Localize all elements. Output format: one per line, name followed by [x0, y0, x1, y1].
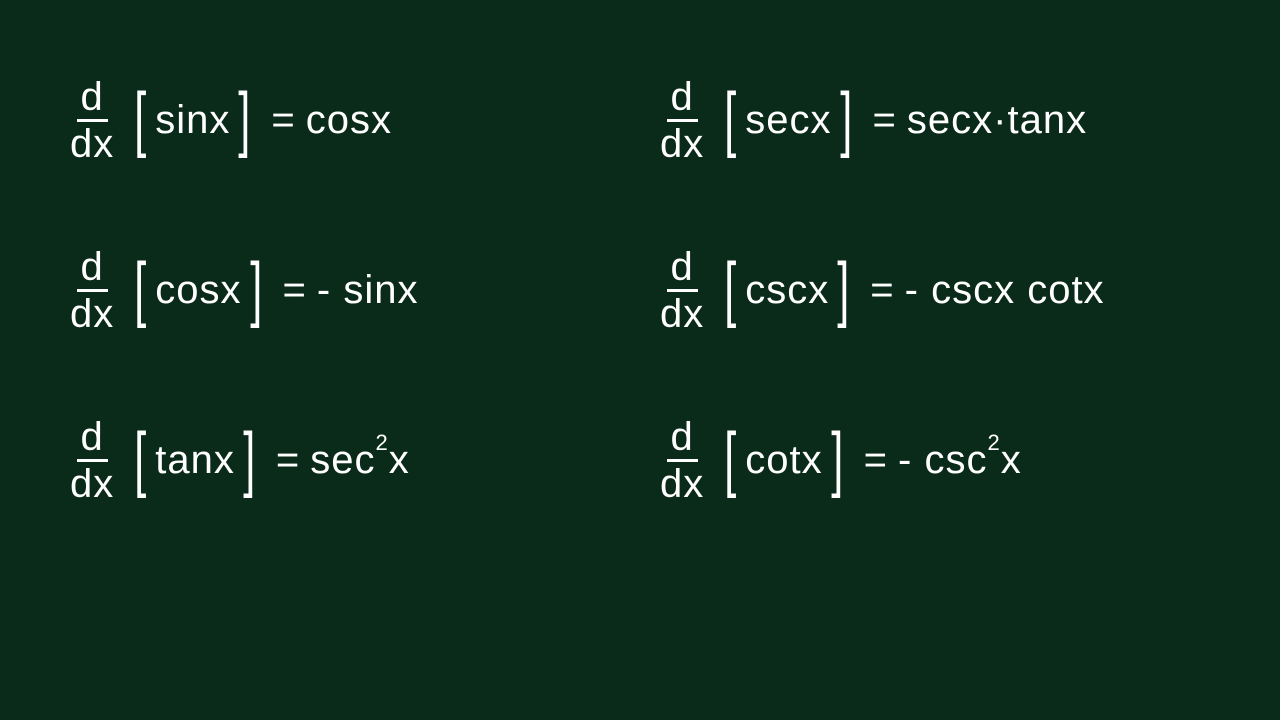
result-prefix: - [898, 438, 924, 482]
left-bracket: [ [134, 261, 147, 319]
right-bracket: ] [831, 431, 844, 489]
result-prefix: - [317, 268, 343, 312]
func-cot: cotx [741, 438, 826, 483]
deriv-num: d [77, 247, 108, 292]
deriv-den: dx [70, 292, 114, 334]
bracket-group: [ cscx ] [720, 261, 854, 319]
deriv-num: d [667, 417, 698, 462]
formula-sec: d dx [ secx ] = secx·tanx [660, 77, 1210, 164]
deriv-operator: d dx [70, 77, 114, 164]
deriv-num: d [667, 247, 698, 292]
result-base: sinx [343, 268, 418, 312]
equals-sign: = [870, 268, 894, 313]
result-sec: secx·tanx [907, 98, 1087, 143]
func-cos: cosx [151, 268, 245, 313]
result-suffix: cotx [1015, 268, 1104, 312]
equals-sign: = [271, 98, 295, 143]
right-bracket: ] [837, 261, 850, 319]
result-base: secx [907, 98, 993, 142]
left-bracket: [ [134, 431, 147, 489]
result-cot: - csc2x [898, 438, 1022, 483]
result-base: cosx [306, 98, 392, 142]
bracket-group: [ cosx ] [130, 261, 266, 319]
formula-tan: d dx [ tanx ] = sec2x [70, 417, 620, 504]
bracket-group: [ tanx ] [130, 431, 260, 489]
right-bracket: ] [250, 261, 263, 319]
equals-sign: = [283, 268, 307, 313]
equals-sign: = [864, 438, 888, 483]
right-bracket: ] [239, 91, 252, 149]
bracket-group: [ sinx ] [130, 91, 255, 149]
func-sec: secx [741, 98, 835, 143]
equals-sign: = [873, 98, 897, 143]
deriv-den: dx [660, 462, 704, 504]
deriv-den: dx [70, 462, 114, 504]
right-bracket: ] [840, 91, 853, 149]
result-tan: sec2x [310, 438, 410, 483]
deriv-operator: d dx [660, 77, 704, 164]
formula-cot: d dx [ cotx ] = - csc2x [660, 417, 1210, 504]
equals-sign: = [276, 438, 300, 483]
deriv-operator: d dx [70, 417, 114, 504]
deriv-operator: d dx [660, 247, 704, 334]
result-suffix: ·tanx [993, 98, 1087, 142]
deriv-num: d [77, 417, 108, 462]
result-suffix: x [1001, 438, 1022, 482]
deriv-operator: d dx [660, 417, 704, 504]
deriv-den: dx [660, 122, 704, 164]
deriv-den: dx [70, 122, 114, 164]
bracket-group: [ secx ] [720, 91, 856, 149]
result-base: sec [310, 438, 375, 482]
right-bracket: ] [243, 431, 256, 489]
result-sin: cosx [306, 98, 392, 143]
formula-sin: d dx [ sinx ] = cosx [70, 77, 620, 164]
deriv-num: d [667, 77, 698, 122]
deriv-den: dx [660, 292, 704, 334]
left-bracket: [ [724, 261, 737, 319]
left-bracket: [ [134, 91, 147, 149]
result-cos: - sinx [317, 268, 419, 313]
result-csc: - cscx cotx [905, 268, 1105, 313]
bracket-group: [ cotx ] [720, 431, 847, 489]
result-sup: 2 [987, 430, 1000, 455]
result-base: csc [924, 438, 987, 482]
left-bracket: [ [724, 431, 737, 489]
formula-cos: d dx [ cosx ] = - sinx [70, 247, 620, 334]
deriv-operator: d dx [70, 247, 114, 334]
func-sin: sinx [151, 98, 234, 143]
formula-csc: d dx [ cscx ] = - cscx cotx [660, 247, 1210, 334]
func-csc: cscx [741, 268, 833, 313]
chalkboard: d dx [ sinx ] = cosx d dx [ secx ] = sec… [0, 0, 1280, 720]
result-base: cscx [931, 268, 1015, 312]
func-tan: tanx [151, 438, 239, 483]
result-suffix: x [389, 438, 410, 482]
left-bracket: [ [724, 91, 737, 149]
result-prefix: - [905, 268, 931, 312]
result-sup: 2 [376, 430, 389, 455]
deriv-num: d [77, 77, 108, 122]
